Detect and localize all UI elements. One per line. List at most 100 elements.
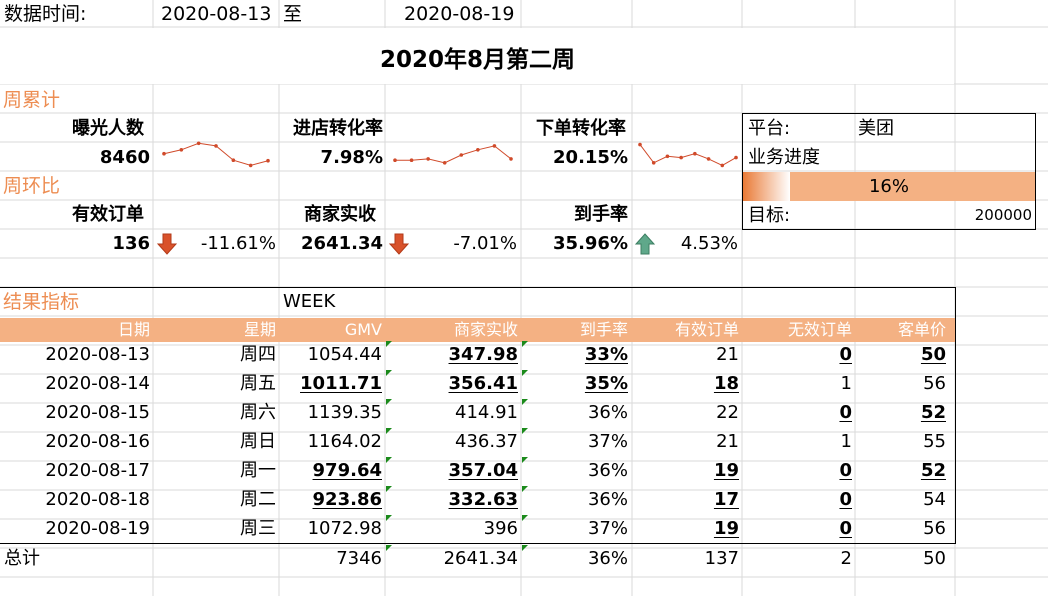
error-indicator-icon bbox=[522, 515, 528, 521]
store-conversion-value: 7.98% bbox=[320, 147, 383, 168]
table-cell[interactable]: 1 bbox=[840, 373, 852, 394]
table-cell[interactable]: 37% bbox=[587, 431, 628, 452]
column-header[interactable]: 商家实收 bbox=[453, 320, 518, 339]
table-cell[interactable]: 21 bbox=[716, 431, 739, 452]
results-header-band bbox=[0, 318, 955, 342]
table-cell[interactable]: 332.63 bbox=[448, 489, 518, 510]
table-cell[interactable]: 21 bbox=[716, 344, 739, 365]
column-header[interactable]: 客单价 bbox=[897, 320, 946, 339]
total-cell[interactable]: 2 bbox=[840, 548, 852, 569]
table-cell[interactable]: 1054.44 bbox=[307, 344, 382, 365]
table-cell[interactable]: 0 bbox=[839, 344, 852, 365]
table-cell[interactable]: 周六 bbox=[240, 402, 276, 423]
sparkline-point bbox=[442, 161, 447, 165]
table-cell[interactable]: 2020-08-14 bbox=[45, 373, 150, 394]
to-label: 至 bbox=[283, 3, 303, 25]
table-cell[interactable]: 周一 bbox=[240, 460, 276, 481]
sparkline-point bbox=[266, 158, 270, 163]
table-cell[interactable]: 50 bbox=[920, 344, 946, 365]
total-label[interactable]: 总计 bbox=[4, 548, 40, 569]
valid-orders-value: 136 bbox=[112, 233, 150, 254]
table-cell[interactable]: 33% bbox=[584, 344, 628, 365]
total-cell[interactable]: 50 bbox=[923, 548, 946, 569]
table-cell[interactable]: 2020-08-15 bbox=[45, 402, 150, 423]
table-cell[interactable]: 56 bbox=[923, 518, 946, 539]
results-label: 结果指标 bbox=[3, 291, 80, 313]
error-indicator-icon bbox=[386, 370, 392, 376]
error-indicator-icon bbox=[386, 341, 392, 347]
table-cell[interactable]: 1072.98 bbox=[307, 518, 382, 539]
table-cell[interactable]: 436.37 bbox=[455, 431, 518, 452]
table-cell[interactable]: 周二 bbox=[240, 489, 276, 510]
table-cell[interactable]: 2020-08-17 bbox=[45, 460, 150, 481]
table-cell[interactable]: 1011.71 bbox=[300, 373, 382, 394]
column-header[interactable]: 到手率 bbox=[579, 320, 628, 339]
error-indicator-icon bbox=[522, 486, 528, 492]
table-cell[interactable]: 36% bbox=[587, 402, 628, 423]
sparkline-point bbox=[426, 157, 430, 161]
table-cell[interactable]: 2020-08-13 bbox=[45, 344, 150, 365]
column-header[interactable]: 有效订单 bbox=[674, 320, 739, 339]
table-cell[interactable]: 17 bbox=[713, 489, 739, 510]
table-cell[interactable]: 0 bbox=[839, 460, 852, 481]
table-cell[interactable]: 周四 bbox=[240, 344, 276, 365]
exposure-sparkline bbox=[162, 141, 270, 168]
table-cell[interactable]: 19 bbox=[713, 518, 739, 539]
table-cell[interactable]: 36% bbox=[587, 489, 628, 510]
table-cell[interactable]: 19 bbox=[713, 460, 739, 481]
total-cell[interactable]: 36% bbox=[587, 548, 628, 569]
sparkline-line bbox=[395, 145, 512, 164]
table-cell[interactable]: 0 bbox=[839, 489, 852, 510]
sparkline-point bbox=[393, 158, 397, 162]
column-header[interactable]: GMV bbox=[344, 320, 382, 339]
up-arrow-icon bbox=[635, 233, 655, 255]
table-cell[interactable]: 0 bbox=[839, 518, 852, 539]
platform-value[interactable]: 美团 bbox=[858, 118, 894, 139]
table-cell[interactable]: 36% bbox=[587, 460, 628, 481]
table-cell[interactable]: 414.91 bbox=[455, 402, 518, 423]
table-cell[interactable]: 1 bbox=[840, 431, 852, 452]
table-cell[interactable]: 2020-08-16 bbox=[45, 431, 150, 452]
table-cell[interactable]: 1139.35 bbox=[307, 402, 382, 423]
table-cell[interactable]: 347.98 bbox=[448, 344, 518, 365]
total-cell[interactable] bbox=[153, 544, 276, 573]
table-cell[interactable]: 35% bbox=[584, 373, 628, 394]
sparkline-point bbox=[509, 157, 513, 161]
table-cell[interactable]: 923.86 bbox=[312, 489, 382, 510]
table-cell[interactable]: 0 bbox=[839, 402, 852, 423]
error-indicator-icon bbox=[386, 545, 392, 551]
target-value[interactable]: 200000 bbox=[974, 206, 1032, 224]
total-cell[interactable]: 2641.34 bbox=[443, 548, 518, 569]
table-cell[interactable]: 37% bbox=[587, 518, 628, 539]
table-cell[interactable]: 52 bbox=[920, 402, 946, 423]
table-cell[interactable]: 55 bbox=[923, 431, 946, 452]
exposure-label: 曝光人数 bbox=[72, 118, 144, 139]
table-cell[interactable]: 2020-08-18 bbox=[45, 489, 150, 510]
start-date-cell[interactable]: 2020-08-13 bbox=[161, 3, 272, 25]
column-header[interactable]: 星期 bbox=[243, 320, 276, 339]
table-cell[interactable]: 357.04 bbox=[448, 460, 518, 481]
total-cell[interactable]: 7346 bbox=[336, 548, 382, 569]
sparkline-point bbox=[409, 158, 414, 162]
table-cell[interactable]: 52 bbox=[920, 460, 946, 481]
sparkline-point bbox=[196, 141, 201, 146]
column-header[interactable]: 日期 bbox=[117, 320, 150, 339]
table-cell[interactable]: 周三 bbox=[240, 518, 276, 539]
sparkline-point bbox=[248, 163, 253, 168]
table-cell[interactable]: 356.41 bbox=[448, 373, 518, 394]
total-cell[interactable]: 137 bbox=[704, 548, 739, 569]
end-date-cell[interactable]: 2020-08-19 bbox=[404, 3, 515, 25]
table-cell[interactable]: 22 bbox=[716, 402, 739, 423]
table-cell[interactable]: 周五 bbox=[240, 373, 276, 394]
table-cell[interactable]: 56 bbox=[923, 373, 946, 394]
table-cell[interactable]: 2020-08-19 bbox=[45, 518, 150, 539]
table-cell[interactable]: 1164.02 bbox=[307, 431, 382, 452]
table-cell[interactable]: 979.64 bbox=[312, 460, 382, 481]
table-cell[interactable]: 54 bbox=[923, 489, 946, 510]
table-cell[interactable]: 18 bbox=[713, 373, 739, 394]
table-cell[interactable]: 396 bbox=[483, 518, 518, 539]
sparkline-point bbox=[693, 151, 697, 156]
table-cell[interactable]: 周日 bbox=[240, 431, 276, 452]
column-header[interactable]: 无效订单 bbox=[787, 320, 852, 339]
sparkline-point bbox=[492, 144, 497, 148]
